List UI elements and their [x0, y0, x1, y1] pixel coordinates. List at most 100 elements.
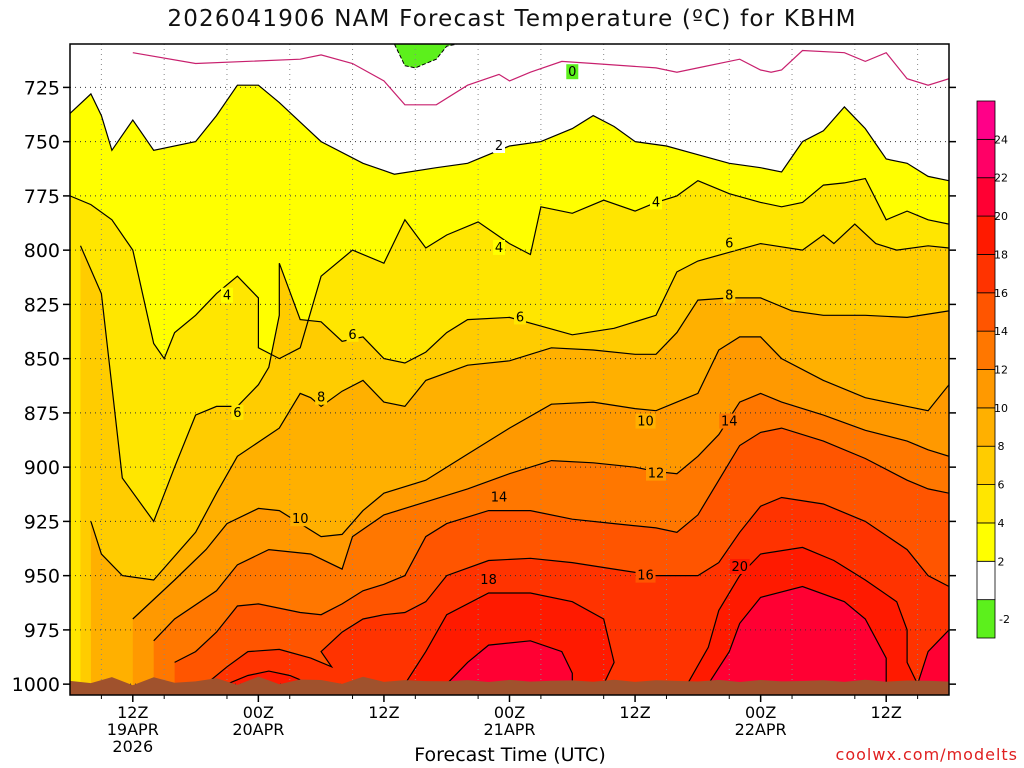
colorbar-swatch	[976, 254, 996, 294]
contour-label-bg	[315, 389, 328, 405]
colorbar-swatch	[976, 177, 996, 217]
colorbar-swatch	[976, 215, 996, 255]
temperature-band-20	[917, 629, 949, 693]
isotherm-0	[132, 49, 949, 106]
colorbar-label: 2	[998, 555, 1005, 568]
colorbar-swatch	[976, 138, 996, 179]
contour-label: 6	[348, 328, 356, 343]
colorbar-swatch	[976, 484, 996, 524]
contour-label: 8	[725, 289, 733, 304]
y-tick-label: 875	[24, 403, 60, 425]
isotherm-10	[132, 336, 949, 620]
contour-label: 6	[233, 406, 241, 421]
colorbar-label: 10	[994, 402, 1008, 415]
contour-label: 8	[317, 391, 325, 406]
contour-label-bg	[646, 465, 666, 481]
contour-label: 10	[292, 512, 309, 527]
colorbar-label: 6	[998, 479, 1005, 492]
contour-label-bg	[513, 309, 526, 325]
isotherm-18	[404, 592, 615, 685]
y-tick-label: 900	[24, 457, 60, 479]
contour-label: 10	[637, 415, 654, 430]
contour-label: 18	[480, 573, 497, 588]
contour-label: 16	[637, 569, 654, 584]
isotherm-18	[226, 670, 301, 685]
x-tick-label: 20APR	[232, 720, 284, 739]
colorbar-label: 8	[998, 440, 1005, 453]
y-tick-label: 825	[24, 294, 60, 316]
contour-label-bg	[231, 404, 244, 420]
isotherm-12	[153, 392, 949, 642]
contour-label-bg	[478, 571, 499, 587]
contour-label-bg	[220, 287, 233, 303]
contour-label-bg	[493, 137, 506, 153]
x-tick-label: 00Z	[243, 703, 274, 722]
contour-label-bg	[635, 567, 656, 583]
contour-label-bg	[566, 64, 579, 80]
colorbar-swatch	[976, 407, 996, 447]
colorbar-label: 12	[994, 364, 1008, 377]
contour-label: 6	[725, 237, 733, 252]
temperature-band-20	[708, 586, 887, 693]
colorbar-label: -2	[999, 613, 1010, 626]
colorbar-swatch	[976, 599, 996, 639]
contour-label-bg	[635, 413, 656, 429]
isotherm-6	[79, 223, 949, 523]
contour-label-bg	[290, 511, 311, 527]
x-tick-label: 00Z	[494, 703, 525, 722]
y-tick-label: 800	[24, 240, 60, 262]
colorbar-label: 22	[994, 172, 1008, 185]
contour-label-bg	[723, 287, 736, 303]
contour-label-bg	[650, 194, 662, 210]
chart-title: 2026041906 NAM Forecast Temperature (ºC)…	[167, 6, 857, 32]
isotherm-8	[90, 297, 949, 581]
contour-label-bg	[493, 239, 506, 255]
colorbar-label: 16	[994, 287, 1008, 300]
contour-label-bg	[729, 558, 750, 574]
isotherm-18	[686, 546, 919, 685]
site-credit-link[interactable]: coolwx.com/modelts	[835, 745, 1018, 764]
x-tick-label: 19APR	[107, 720, 159, 739]
colorbar-swatch	[976, 369, 996, 409]
isotherm-4	[70, 177, 949, 360]
x-tick-label: 12Z	[368, 703, 399, 722]
y-tick-label: 1000	[12, 674, 60, 696]
colorbar-swatch	[976, 292, 996, 332]
isotherm-20	[917, 629, 949, 685]
x-tick-label: 12Z	[619, 703, 650, 722]
contour-label: 4	[495, 241, 503, 256]
colorbar-label: 24	[994, 133, 1008, 146]
x-tick-label: 21APR	[483, 720, 535, 739]
isotherm-20	[707, 585, 887, 685]
contour-label: 14	[491, 491, 508, 506]
x-tick-label: 2026	[112, 737, 153, 756]
colorbar-label: 18	[994, 248, 1008, 261]
contour-label: 12	[648, 467, 665, 482]
y-tick-label: 950	[24, 566, 60, 588]
colorbar-swatch	[976, 445, 996, 485]
colorbar-label: 20	[994, 210, 1008, 223]
colorbar-swatch	[976, 330, 996, 370]
isotherm-20	[446, 640, 573, 685]
isotherm-14	[174, 427, 949, 663]
y-tick-label: 925	[24, 511, 60, 533]
contour-label-bg	[723, 235, 736, 251]
x-axis-title: Forecast Time (UTC)	[414, 744, 606, 766]
contour-label: 4	[223, 289, 231, 304]
colorbar-label: 4	[998, 517, 1005, 530]
x-tick-label: 12Z	[871, 703, 902, 722]
contour-label: 4	[652, 195, 660, 210]
contour-label-bg	[719, 413, 740, 429]
colorbar-swatch	[976, 100, 996, 140]
isotherm-2	[70, 84, 949, 182]
colorbar-swatch	[976, 522, 996, 562]
x-tick-label: 12Z	[117, 703, 148, 722]
contour-label-bg	[346, 326, 359, 342]
contour-label: 0	[568, 65, 576, 80]
y-tick-label: 775	[24, 186, 60, 208]
isotherm-16	[205, 496, 949, 685]
contour-label-bg	[489, 489, 510, 505]
x-tick-label: 00Z	[745, 703, 776, 722]
x-tick-label: 22APR	[735, 720, 787, 739]
